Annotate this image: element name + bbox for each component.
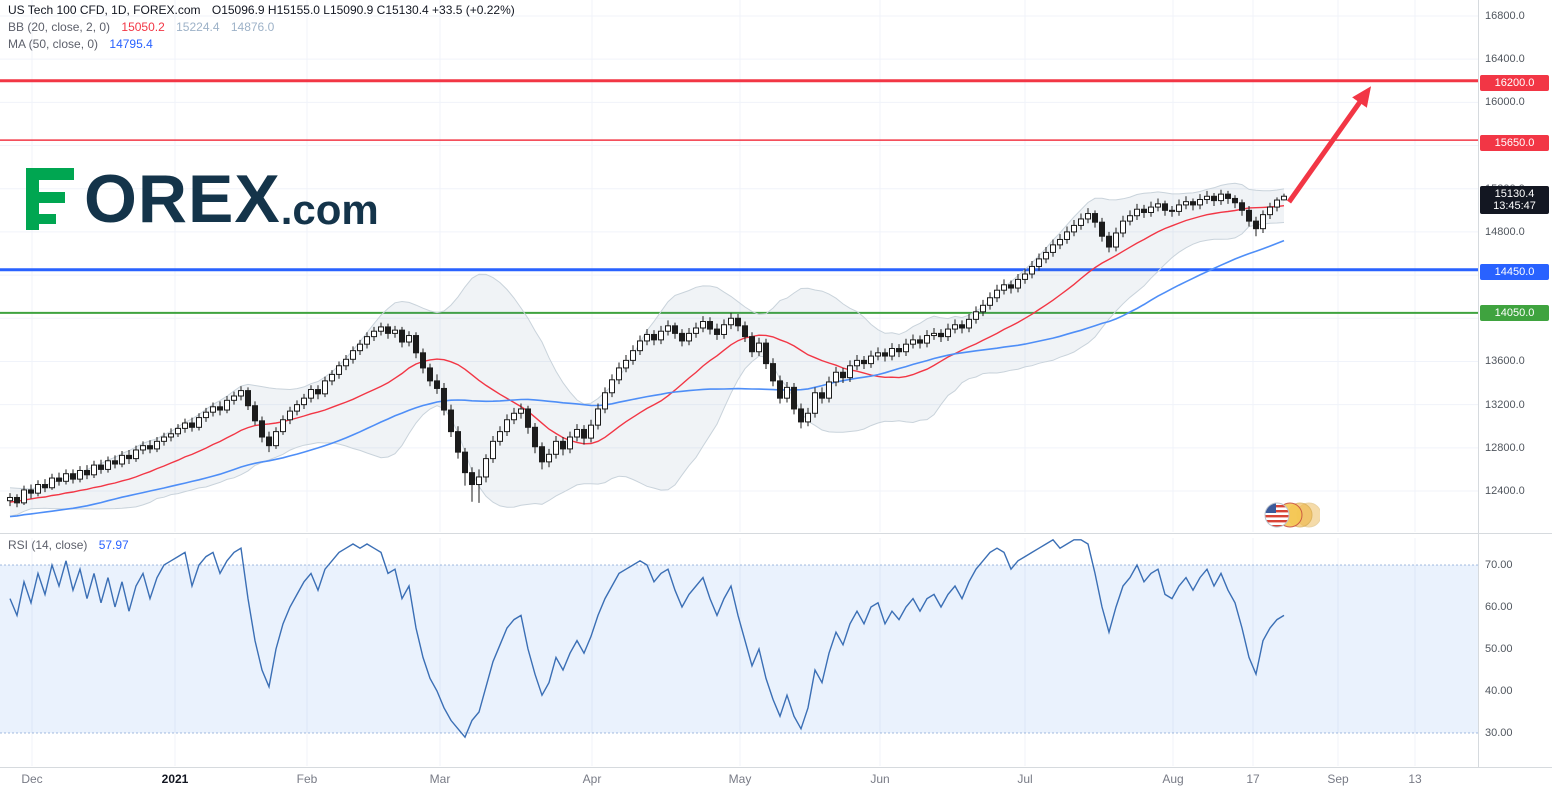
forexcom-f-icon (26, 168, 74, 230)
level-badge-16200: 16200.0 (1480, 75, 1549, 91)
time-axis-label: Jun (870, 772, 890, 786)
rsi-tick-label: 60.00 (1485, 601, 1513, 613)
bb-label: BB (20, close, 2, 0) (8, 20, 111, 34)
price-tick-label: 13200.0 (1485, 398, 1525, 411)
logo-com-text: .com (280, 186, 379, 234)
current-price-badge: 15130.4 13:45:47 (1480, 186, 1549, 214)
time-axis-label: 2021 (161, 772, 189, 786)
time-axis-label: Sep (1327, 772, 1349, 786)
time-axis-label: Feb (296, 772, 318, 786)
rsi-legend-row[interactable]: RSI (14, close) 57.97 (8, 538, 137, 552)
time-axis-label: 13 (1408, 772, 1422, 786)
price-levels[interactable] (0, 79, 1478, 314)
trend-arrow (1286, 86, 1372, 204)
ohlc-values: O15096.9 H15155.0 L15090.9 C15130.4 +33.… (211, 3, 515, 17)
price-tick-label: 16000.0 (1485, 96, 1525, 109)
price-axis[interactable]: 16200.0 15650.0 15130.4 13:45:47 14450.0… (1478, 0, 1552, 768)
price-tick-label: 14800.0 (1485, 225, 1525, 238)
bb-basis-value: 15050.2 (121, 20, 165, 34)
symbol-legend-row[interactable]: US Tech 100 CFD, 1D, FOREX.com O15096.9 … (8, 3, 523, 17)
rsi-label: RSI (14, close) (8, 538, 88, 552)
rsi-tick-label: 40.00 (1485, 685, 1513, 697)
time-axis-label: Aug (1162, 772, 1184, 786)
bb-legend-row[interactable]: BB (20, close, 2, 0) 15050.2 15224.4 148… (8, 20, 523, 34)
region-flags-icon (1264, 501, 1322, 534)
rsi-pane (0, 538, 1478, 739)
time-axis-label: 17 (1246, 772, 1260, 786)
level-badge-15650: 15650.0 (1480, 135, 1549, 151)
bb-lower-value: 14876.0 (230, 20, 275, 34)
candles (7, 189, 1287, 508)
forexcom-logo: OREX .com (26, 161, 379, 238)
bb-basis-line (9, 205, 1285, 503)
grid-lines (0, 0, 1478, 766)
bar-countdown: 13:45:47 (1493, 200, 1536, 212)
ma-legend-row[interactable]: MA (50, close, 0) 14795.4 (8, 37, 523, 51)
legend: US Tech 100 CFD, 1D, FOREX.com O15096.9 … (8, 3, 523, 54)
logo-text: OREX (84, 161, 281, 238)
rsi-line (9, 538, 1285, 739)
rsi-tick-label: 70.00 (1485, 559, 1513, 571)
current-price-value: 15130.4 (1494, 188, 1535, 200)
rsi-tick-label: 50.00 (1485, 643, 1513, 655)
time-axis[interactable]: Dec 2021 Feb Mar Apr May Jun Jul Aug 17 Sep 13 (0, 768, 1552, 790)
time-axis-label: Jul (1017, 772, 1033, 786)
price-tick-label: 16800.0 (1485, 10, 1525, 22)
rsi-tick-label: 30.00 (1485, 727, 1513, 739)
time-axis-label: Apr (582, 772, 602, 786)
time-axis-label: Dec (21, 772, 43, 786)
level-badge-14050: 14050.0 (1480, 305, 1549, 321)
price-tick-label: 16400.0 (1485, 53, 1525, 66)
time-axis-label: Mar (429, 772, 451, 786)
price-tick-label: 12400.0 (1485, 485, 1525, 497)
level-badge-14450: 14450.0 (1480, 264, 1549, 280)
ma-value: 14795.4 (109, 37, 153, 51)
rsi-value: 57.97 (98, 538, 129, 552)
symbol-title: US Tech 100 CFD, 1D, FOREX.com (8, 3, 201, 17)
ma50-line (9, 239, 1285, 518)
bb-upper-value: 15224.4 (176, 20, 220, 34)
ma-label: MA (50, close, 0) (8, 37, 99, 51)
price-tick-label: 12800.0 (1485, 441, 1525, 454)
price-tick-label: 13600.0 (1485, 355, 1525, 368)
time-axis-label: May (728, 772, 752, 786)
